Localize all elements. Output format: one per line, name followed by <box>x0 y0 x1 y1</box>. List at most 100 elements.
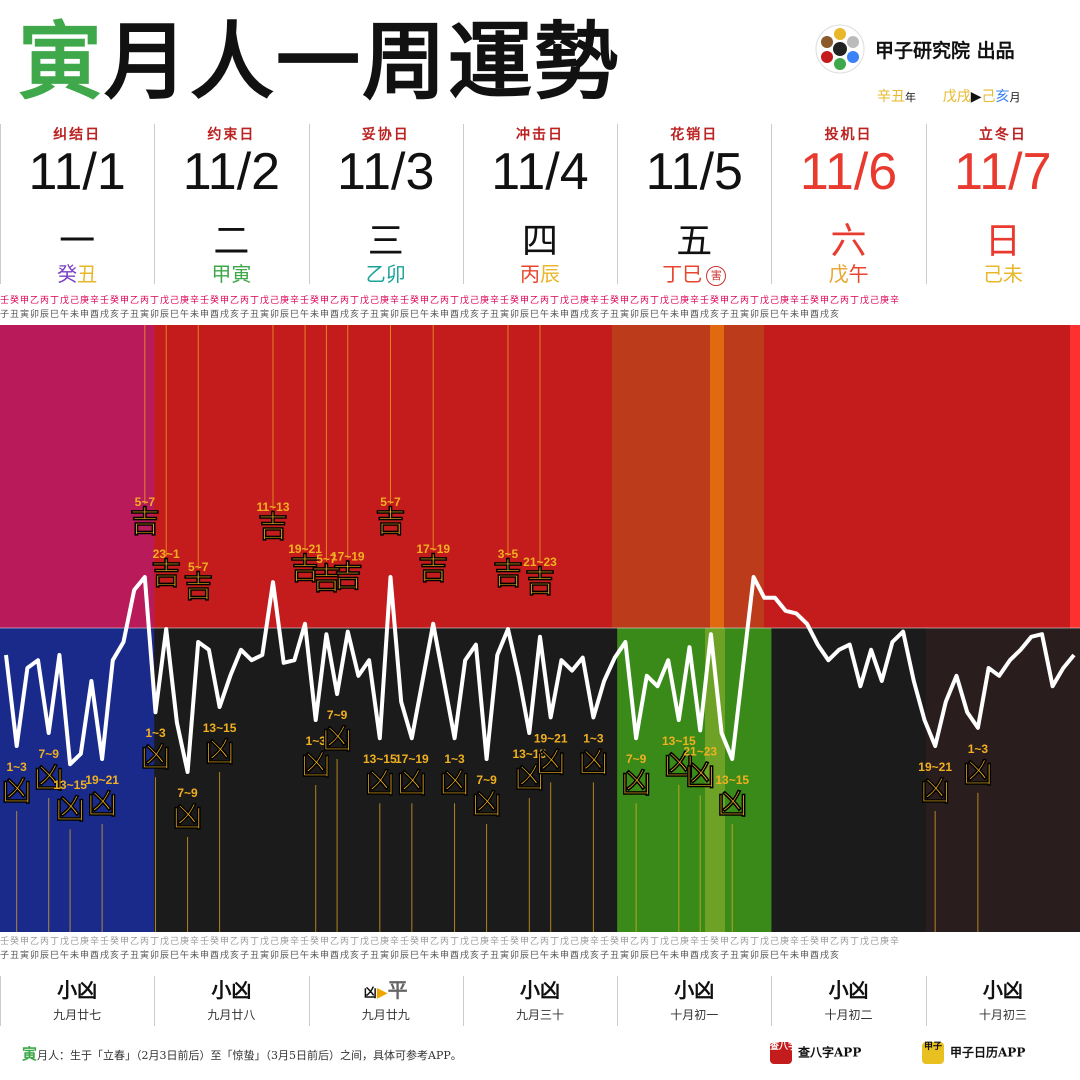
ji-mark-10: 吉 <box>525 565 555 600</box>
hour-branches-bottom: 子丑寅卯辰巳午未申酉戌亥子丑寅卯辰巳午未申酉戌亥子丑寅卯辰巳午未申酉戌亥子丑寅卯… <box>0 951 841 961</box>
jiazi-logo-icon <box>815 24 865 74</box>
day-luck: 凶▶平 <box>309 974 463 1003</box>
lower-band-4 <box>462 628 619 932</box>
edge-stripe <box>1070 325 1080 628</box>
column-divider <box>154 976 156 1026</box>
month-to-zhi: 亥 <box>995 89 1010 105</box>
ji-mark-8: 吉 <box>418 552 448 587</box>
xiong-time-3: 19~21 <box>85 773 119 787</box>
xiong-time-16: 7~9 <box>626 752 647 766</box>
xiong-time-10: 17~19 <box>395 752 429 766</box>
day-zhi: 辰 <box>539 262 560 286</box>
xiong-time-13: 13~15 <box>512 747 546 761</box>
column-divider <box>154 124 156 284</box>
day-date: 11/3 <box>337 143 435 201</box>
day-luck: 小凶 <box>519 978 560 1002</box>
day-luck: 小凶 <box>828 978 869 1002</box>
footer-text: 月人：生于「立春」（2月3日前后）至「惊蛰」（3月5日前后）之间，具体可参考AP… <box>37 1049 462 1062</box>
year-suffix: 年 <box>905 91 916 104</box>
day-header-7: 立冬日 11/7 日己未 <box>925 120 1080 287</box>
xiong-time-6: 13~15 <box>203 721 237 735</box>
column-divider <box>925 124 927 284</box>
ji-mark-2: 吉 <box>183 570 213 605</box>
day-date: 11/2 <box>182 143 281 201</box>
brand-name: 甲子研究院 出品 <box>875 40 1015 62</box>
day-zhi: 丑 <box>77 262 98 286</box>
day-label: 投机日 <box>824 127 873 143</box>
xiong-mark-18: 凶 <box>685 758 715 793</box>
day-ganzhi: 丁巳害 <box>617 258 771 287</box>
xiong-mark-12: 凶 <box>472 787 502 822</box>
day-header-5: 花销日 11/5 五丁巳害 <box>617 120 771 287</box>
day-label: 冲击日 <box>515 127 564 143</box>
xiong-mark-10: 凶 <box>397 766 427 801</box>
lunar-date: 十月初二 <box>824 1008 873 1022</box>
page-title: 寅月人一周運勢 <box>18 12 620 112</box>
xiong-mark-16: 凶 <box>621 766 651 801</box>
brand-block: 甲子研究院 出品 辛丑年 戊戌▶己亥月 <box>815 24 1070 114</box>
day-weekday: 一 <box>59 221 96 262</box>
xiong-mark-14: 凶 <box>536 745 566 780</box>
ji-time-0: 5~7 <box>135 495 156 509</box>
day-summary-7: 小凶 十月初三 <box>925 968 1080 1030</box>
column-divider <box>308 976 310 1026</box>
month-suffix: 月 <box>1009 91 1021 104</box>
calendar-app-icon: 甲子 <box>922 1042 944 1064</box>
bazi-app-label: 查八字APP <box>798 1045 862 1060</box>
hour-row-top: 壬癸甲乙丙丁戊己庚辛壬癸甲乙丙丁戊己庚辛壬癸甲乙丙丁戊己庚辛壬癸甲乙丙丁戊己庚辛… <box>0 294 1080 322</box>
app-link-bazi[interactable]: 查八字查八字APP <box>770 1042 861 1064</box>
ji-mark-3: 吉 <box>258 510 288 545</box>
day-ganzhi: 癸丑 <box>0 258 154 287</box>
orange-stripe <box>710 325 724 628</box>
luck-arrow: ▶ <box>376 985 388 1001</box>
day-luck: 小凶 <box>211 978 252 1002</box>
ji-mark-1: 吉 <box>151 557 181 592</box>
day-ganzhi: 己未 <box>926 258 1080 287</box>
xiong-time-14: 19~21 <box>534 731 568 745</box>
day-ganzhi: 乙卯 <box>309 258 463 287</box>
xiong-time-20: 19~21 <box>918 760 952 774</box>
upper-band-3 <box>308 325 464 628</box>
xiong-mark-20: 凶 <box>920 774 950 809</box>
ji-mark-9: 吉 <box>493 557 523 592</box>
day-summary-3: 凶▶平 九月廿九 <box>308 968 463 1030</box>
column-divider <box>0 976 1 1026</box>
day-header-1: 纠结日 11/1 一癸丑 <box>0 120 154 287</box>
column-divider <box>925 976 927 1026</box>
xiong-time-21: 1~3 <box>968 742 989 756</box>
day-zhi: 未 <box>1002 262 1023 286</box>
column-divider <box>617 124 619 284</box>
lunar-date: 十月初三 <box>978 1008 1027 1022</box>
day-weekday: 六 <box>830 221 867 262</box>
xiong-time-15: 1~3 <box>583 731 604 745</box>
day-ganzhi: 甲寅 <box>154 258 308 287</box>
xiong-time-7: 1~3 <box>306 734 327 748</box>
day-summary-1: 小凶 九月廿七 <box>0 968 154 1030</box>
ji-time-5: 5~7 <box>316 552 337 566</box>
fortune-line <box>4 575 1076 774</box>
day-date: 11/5 <box>645 143 743 201</box>
app-link-calendar[interactable]: 甲子 甲子日历APP <box>922 1042 1025 1064</box>
month-from-zhi: 戌 <box>956 89 971 105</box>
day-luck: 小凶 <box>674 978 715 1002</box>
xiong-time-17: 13~15 <box>662 734 696 748</box>
day-luck: 小凶 <box>982 978 1023 1002</box>
xiong-time-18: 21~23 <box>683 744 717 758</box>
xiong-time-9: 13~15 <box>363 752 397 766</box>
day-summary-6: 小凶 十月初二 <box>771 968 925 1030</box>
column-divider <box>0 124 1 284</box>
upper-band-1 <box>0 325 156 628</box>
hour-stems-bottom: 壬癸甲乙丙丁戊己庚辛壬癸甲乙丙丁戊己庚辛壬癸甲乙丙丁戊己庚辛壬癸甲乙丙丁戊己庚辛… <box>0 937 901 947</box>
day-zhi: 卯 <box>385 262 406 286</box>
year-gan: 辛 <box>877 89 891 105</box>
ji-mark-5: 吉 <box>311 562 341 597</box>
ji-time-6: 17~19 <box>331 550 365 564</box>
xiong-mark-5: 凶 <box>173 800 203 835</box>
bazi-app-icon: 查八字 <box>770 1042 797 1064</box>
day-gan: 癸 <box>57 262 78 286</box>
luck-to: 平 <box>387 978 408 1002</box>
day-weekday: 二 <box>213 221 250 262</box>
xiong-time-8: 7~9 <box>327 708 348 722</box>
lunar-date: 十月初一 <box>670 1008 719 1022</box>
